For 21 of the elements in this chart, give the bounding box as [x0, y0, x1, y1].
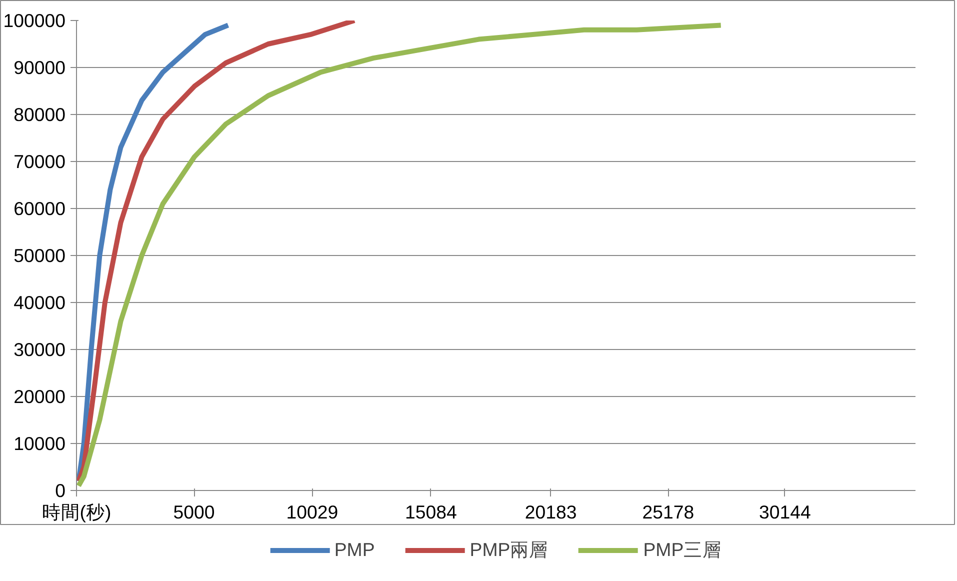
x-tick-label: 10029 [286, 502, 338, 522]
y-tick-label: 50000 [14, 245, 66, 266]
y-tick-label: 40000 [14, 292, 66, 313]
y-tick-label: 30000 [14, 339, 66, 360]
x-tick-label: 5000 [173, 502, 215, 522]
x-tick-label: 15084 [405, 502, 457, 522]
y-tick-label: 80000 [14, 104, 66, 125]
y-tick-label: 10000 [14, 433, 66, 454]
legend-label: PMP三層 [643, 538, 722, 562]
x-tick-label: 30144 [758, 502, 811, 522]
y-tick-label: 0 [55, 480, 66, 501]
legend-label: PMP [334, 539, 375, 561]
x-tick-label: 25178 [642, 502, 694, 522]
y-tick-label: 100000 [3, 10, 66, 31]
y-tick-label: 70000 [14, 151, 66, 172]
y-tick-label: 20000 [14, 386, 66, 407]
y-tick-label: 90000 [14, 57, 66, 78]
x-tick-label: 20183 [524, 502, 577, 522]
y-tick-label: 60000 [14, 198, 66, 219]
x-tick-label: 時間(秒) [42, 502, 112, 522]
legend-label: PMP兩層 [470, 538, 548, 562]
